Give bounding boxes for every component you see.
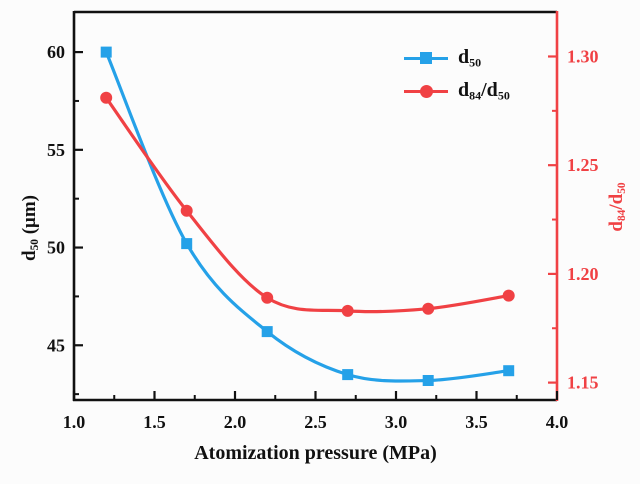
right-y-axis-title: d84/d50 [605,182,629,232]
x-tick-label: 3.5 [465,412,488,432]
left-y-tick-label: 50 [47,238,65,258]
right-y-tick-label: 1.20 [567,264,599,284]
x-tick-label: 4.0 [546,412,569,432]
x-axis-title: Atomization pressure (MPa) [194,442,437,464]
ratio-legend-swatch [404,78,448,104]
left-y-tick-label: 55 [47,140,65,160]
right-y-tick-label: 1.30 [567,46,599,66]
x-tick-label: 1.5 [143,412,166,432]
legend-item-d50: d50 [404,45,510,71]
right-y-tick-label: 1.15 [567,373,599,393]
left-y-axis-title: d50 (μm) [18,195,42,261]
left-y-tick-label: 45 [47,335,65,355]
legend: d50 d84/d50 [404,45,510,104]
x-tick-label: 1.0 [63,412,86,432]
left-y-tick-label: 60 [47,42,65,62]
ratio-legend-label: d84/d50 [458,79,510,103]
d50-square-marker-icon [420,52,432,64]
d50-legend-label: d50 [458,46,482,70]
x-tick-label: 3.0 [385,412,408,432]
legend-item-d84-d50: d84/d50 [404,78,510,104]
ratio-circle-marker-icon [420,84,433,98]
d50-legend-swatch [404,45,448,71]
x-tick-label: 2.5 [304,412,327,432]
series-d50-markers [100,46,515,386]
x-tick-label: 2.0 [224,412,247,432]
right-y-tick-label: 1.25 [567,155,599,175]
series-d84-d50-markers [100,91,515,317]
